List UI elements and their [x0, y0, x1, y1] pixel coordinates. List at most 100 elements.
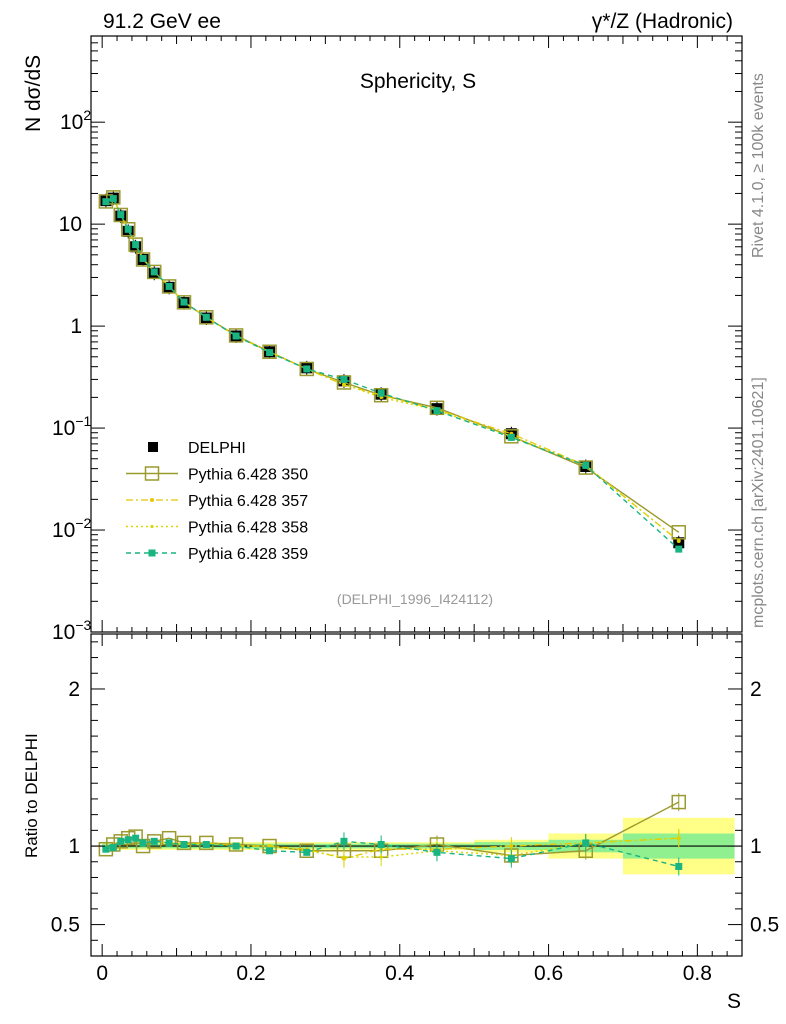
x-tick-label: 0.2	[236, 962, 265, 985]
legend-swatch-marker	[144, 466, 160, 481]
ratio-point	[132, 834, 140, 842]
x-tick-label: 0.4	[385, 962, 415, 985]
ratio-y-tick-label-left: 2	[68, 678, 80, 701]
ratio-point	[677, 836, 681, 840]
mc-point	[582, 461, 590, 469]
mc-point	[262, 344, 277, 360]
x-tick-label: 0	[96, 962, 108, 985]
mc-point	[675, 545, 683, 553]
mc-point	[199, 310, 214, 325]
mc-point	[120, 222, 136, 237]
legend-item: Pythia 6.428 358	[126, 520, 308, 537]
mc-point	[578, 460, 594, 475]
mc-point	[117, 211, 125, 219]
ratio-y-axis-label: Ratio to DELPHI	[22, 733, 41, 858]
legend: DELPHI Pythia 6.428 350 Pythia 6.428 357 Py…	[126, 440, 308, 563]
ratio-y-tick-label-right: 1	[750, 835, 762, 858]
mc-point	[671, 525, 687, 540]
mc-point	[303, 365, 311, 373]
ratio-point	[165, 839, 173, 847]
ratio-plot-frame	[90, 633, 743, 957]
mc-point	[429, 400, 445, 416]
ratio-point	[582, 839, 590, 847]
mc-point	[109, 195, 117, 203]
ratio-point	[267, 844, 272, 848]
mc-point	[113, 207, 129, 223]
ratio-y-tick-label-right: 2	[750, 678, 762, 701]
mc-point	[132, 241, 140, 249]
y-tick-label: 10−2	[52, 515, 92, 542]
mc-point	[135, 252, 151, 267]
ratio-point	[150, 837, 158, 845]
ratio-point	[180, 840, 188, 848]
mc-point	[228, 328, 244, 343]
legend-item: Pythia 6.428 357	[126, 493, 308, 510]
mc-point	[340, 375, 348, 383]
x-tick-label: 0.6	[534, 962, 563, 985]
mc-series-3	[104, 196, 681, 543]
mc-point	[139, 255, 147, 263]
ratio-point	[342, 855, 346, 859]
ratio-point	[176, 835, 192, 851]
x-axis-label: S	[727, 990, 741, 1013]
mc-point	[146, 264, 162, 280]
rivet-version-label: Rivet 4.1.0, ≥ 100k events	[750, 73, 767, 258]
y-tick-label: 10−1	[52, 413, 92, 440]
y-tick-label: 1	[70, 315, 82, 338]
mc-series-line	[105, 197, 680, 542]
legend-swatch-marker	[150, 498, 154, 502]
ratio-y-tick-label-right: 0.5	[750, 914, 779, 937]
legend-label: Pythia 6.428 350	[188, 467, 308, 484]
mc-point	[161, 279, 177, 294]
mc-point	[124, 225, 132, 233]
header-energy-label: 91.2 GeV ee	[103, 10, 221, 33]
main-plot-panel: 10−3 10−2 10−1 1 10 102 Sphericity, S N dσ/dS…	[22, 35, 743, 644]
legend-item: Pythia 6.428 359	[126, 546, 308, 563]
legend-swatch-marker	[148, 549, 156, 557]
ratio-point	[109, 844, 117, 852]
main-plot-frame	[90, 35, 743, 633]
ratio-y-tick-label-left: 1	[68, 835, 80, 858]
ratio-point	[671, 794, 687, 810]
mc-series-line	[105, 197, 680, 542]
mc-series-1	[98, 190, 687, 540]
main-plot-title: Sphericity, S	[360, 70, 476, 93]
main-y-axis-label: N dσ/dS	[22, 55, 45, 132]
y-tick-label: 10−3	[52, 617, 92, 644]
legend-label: Pythia 6.428 359	[188, 546, 308, 563]
ratio-point	[509, 844, 514, 849]
legend-label: Pythia 6.428 358	[188, 520, 308, 537]
ratio-point	[266, 847, 274, 855]
x-tick-label: 0.8	[683, 962, 712, 985]
ratio-point	[379, 855, 383, 859]
mc-point	[677, 539, 681, 543]
ratio-point	[117, 837, 125, 845]
ratio-point	[377, 840, 385, 848]
mc-point	[377, 389, 385, 397]
mc-point	[165, 282, 173, 290]
ratio-point	[232, 842, 240, 850]
ratio-point	[303, 848, 311, 856]
legend-label: Pythia 6.428 357	[188, 493, 308, 510]
mc-point	[128, 237, 143, 252]
ratio-point	[675, 862, 683, 870]
mcplots-label: mcplots.cern.ch [arXiv:2401.10621]	[750, 377, 767, 628]
legend-label: DELPHI	[188, 440, 246, 457]
ratio-point	[433, 848, 441, 856]
mc-point	[232, 332, 240, 340]
legend-item: DELPHI	[148, 440, 246, 457]
ratio-point	[139, 839, 147, 847]
mc-point	[150, 268, 158, 276]
mc-series-2	[103, 196, 681, 544]
ratio-point	[146, 834, 162, 849]
header-process-label: γ*/Z (Hadronic)	[592, 10, 733, 33]
mc-point	[176, 295, 192, 310]
y-tick-label: 102	[60, 107, 91, 134]
mc-point	[433, 407, 441, 415]
reference-analysis-label: (DELPHI_1996_I424112)	[337, 591, 493, 607]
mc-point	[507, 433, 515, 441]
mc-point	[299, 361, 315, 377]
mc-series-4	[102, 195, 683, 553]
ratio-point	[340, 837, 348, 845]
mc-point	[102, 198, 110, 206]
